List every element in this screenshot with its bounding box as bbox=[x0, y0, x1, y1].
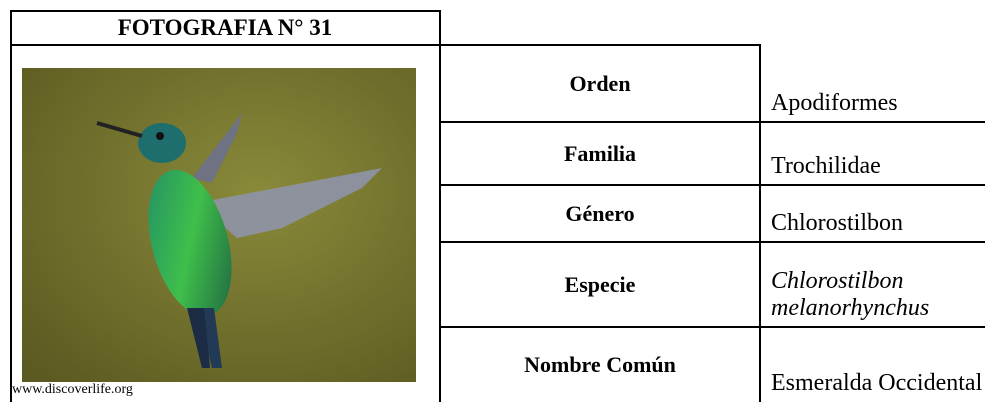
row-label: Familia bbox=[563, 140, 637, 166]
border bbox=[10, 10, 441, 12]
row-value: Esmeralda Occidental bbox=[771, 370, 983, 397]
row-value: Chlorostilbon bbox=[771, 210, 904, 237]
border bbox=[439, 10, 441, 402]
row-label: Especie bbox=[564, 271, 636, 297]
border bbox=[441, 326, 985, 328]
border bbox=[10, 44, 760, 46]
row-value: Chlorostilbon melanorhynchus bbox=[771, 267, 930, 322]
row-value: Trochilidae bbox=[771, 153, 881, 180]
header-title: FOTOGRAFIA N° 31 bbox=[117, 14, 333, 40]
border bbox=[10, 10, 12, 402]
row-label: Género bbox=[565, 200, 635, 226]
row-label: Nombre Común bbox=[524, 351, 676, 377]
photo bbox=[22, 68, 416, 382]
border bbox=[759, 44, 761, 402]
border bbox=[441, 121, 985, 123]
row-value: Apodiformes bbox=[771, 90, 898, 117]
border bbox=[441, 184, 985, 186]
photo-caption: www.discoverlife.org bbox=[12, 382, 133, 397]
border bbox=[441, 241, 985, 243]
row-label: Orden bbox=[569, 70, 631, 96]
